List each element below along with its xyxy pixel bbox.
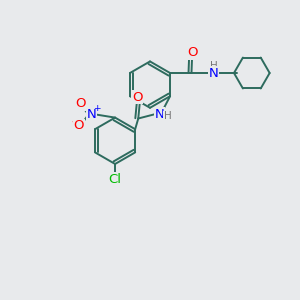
- Text: H: H: [164, 111, 172, 122]
- Text: N: N: [86, 108, 96, 121]
- Text: +: +: [93, 103, 100, 112]
- Text: N: N: [209, 67, 219, 80]
- Text: O: O: [75, 97, 85, 110]
- Text: -: -: [71, 114, 77, 129]
- Text: H: H: [210, 61, 218, 70]
- Text: O: O: [187, 46, 197, 59]
- Text: N: N: [155, 107, 164, 121]
- Text: O: O: [132, 91, 142, 103]
- Text: Cl: Cl: [109, 173, 122, 186]
- Text: O: O: [74, 119, 84, 132]
